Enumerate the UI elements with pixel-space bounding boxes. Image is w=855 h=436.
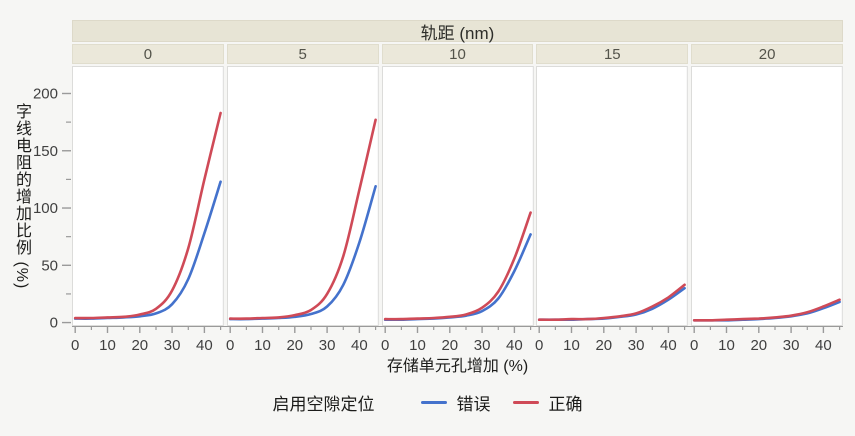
y-axis-title: 字线电阻的增加比例 (%) [13,102,30,290]
panel-frame [72,66,224,326]
y-tick-label: 0 [50,315,58,332]
y-tick-label: 50 [41,257,58,274]
facet-label-20: 20 [691,44,843,64]
x-tick-label: 0 [690,337,698,354]
legend-item-true: 正确 [512,390,583,415]
x-tick-label: 10 [409,337,426,354]
x-axis-title: 存储单元孔增加 (%) [386,358,529,375]
x-tick-label: 0 [381,337,389,354]
x-tick-label: 20 [751,337,768,354]
legend-line-swatch-blue [420,400,447,405]
facet-panel-10: 0 10 20 30 40 [381,66,534,354]
x-tick-label: 0 [226,337,234,354]
x-tick-label: 40 [506,337,523,354]
x-tick-label: 20 [131,337,148,354]
panel-frame [536,66,689,326]
x-tick-label: 30 [164,337,181,354]
facet-title: 轨距 (nm) [420,23,495,43]
line-true [73,111,222,320]
y-axis: 0 50 100 150 200 [26,66,72,358]
x-tick-label: 10 [564,337,581,354]
legend-label-false: 错误 [456,395,491,414]
y-axis-svg: 0 50 100 150 200 [33,86,71,332]
x-tick-label: 40 [196,337,213,354]
facet-label-15: 15 [536,44,689,64]
y-tick-label: 150 [33,143,58,160]
facet-label-0: 0 [72,44,224,64]
x-tick-label: 0 [71,337,79,354]
x-tick-label: 30 [319,337,336,354]
legend-label-true: 正确 [548,395,583,414]
x-tick-label: 10 [99,337,116,354]
facet-panel-15: 0 10 20 30 40 [535,66,689,354]
line-true [693,298,842,322]
facet-panel-5: 0 10 20 30 40 [226,66,379,354]
x-tick-label: 30 [628,337,645,354]
legend: 启用空隙定位 错误 正确 [0,390,855,415]
x-tick-label: 20 [596,337,613,354]
legend-title: 启用空隙定位 [272,395,375,414]
x-tick-label: 30 [473,337,490,354]
x-tick-label: 10 [718,337,735,354]
x-tick-label: 40 [815,337,832,354]
line-true [538,283,687,322]
panel-frame [691,66,843,326]
facet-panel-20: 0 10 20 30 40 [690,66,843,354]
x-tick-label: 20 [441,337,458,354]
facet-label-strip: 0 5 10 15 20 [72,44,843,64]
x-tick-label: 40 [660,337,677,354]
x-tick-label: 0 [535,337,543,354]
facet-title-strip: 轨距 (nm) [72,20,843,43]
line-true [228,118,377,320]
y-tick-label: 100 [33,200,58,217]
legend-item-false: 错误 [420,390,491,415]
legend-line-swatch-red [512,400,539,405]
x-tick-label: 40 [351,337,368,354]
y-tick-label: 200 [33,86,58,103]
panel-frame [381,66,534,326]
x-axis-line [72,326,843,327]
facet-label-10: 10 [381,44,534,64]
legend-items: 错误 正确 [420,390,583,415]
panel-frame [226,66,379,326]
facet-panel-0: 0 10 20 30 40 [71,66,224,354]
x-tick-label: 20 [286,337,303,354]
line-true [383,211,532,321]
x-tick-label: 30 [783,337,800,354]
plot-panels: 0 10 20 30 40 0 10 20 30 40 0 10 20 30 40 0 10 20 30 40 0 10 2… [71,66,843,358]
facet-label-5: 5 [226,44,379,64]
x-tick-label: 10 [254,337,271,354]
